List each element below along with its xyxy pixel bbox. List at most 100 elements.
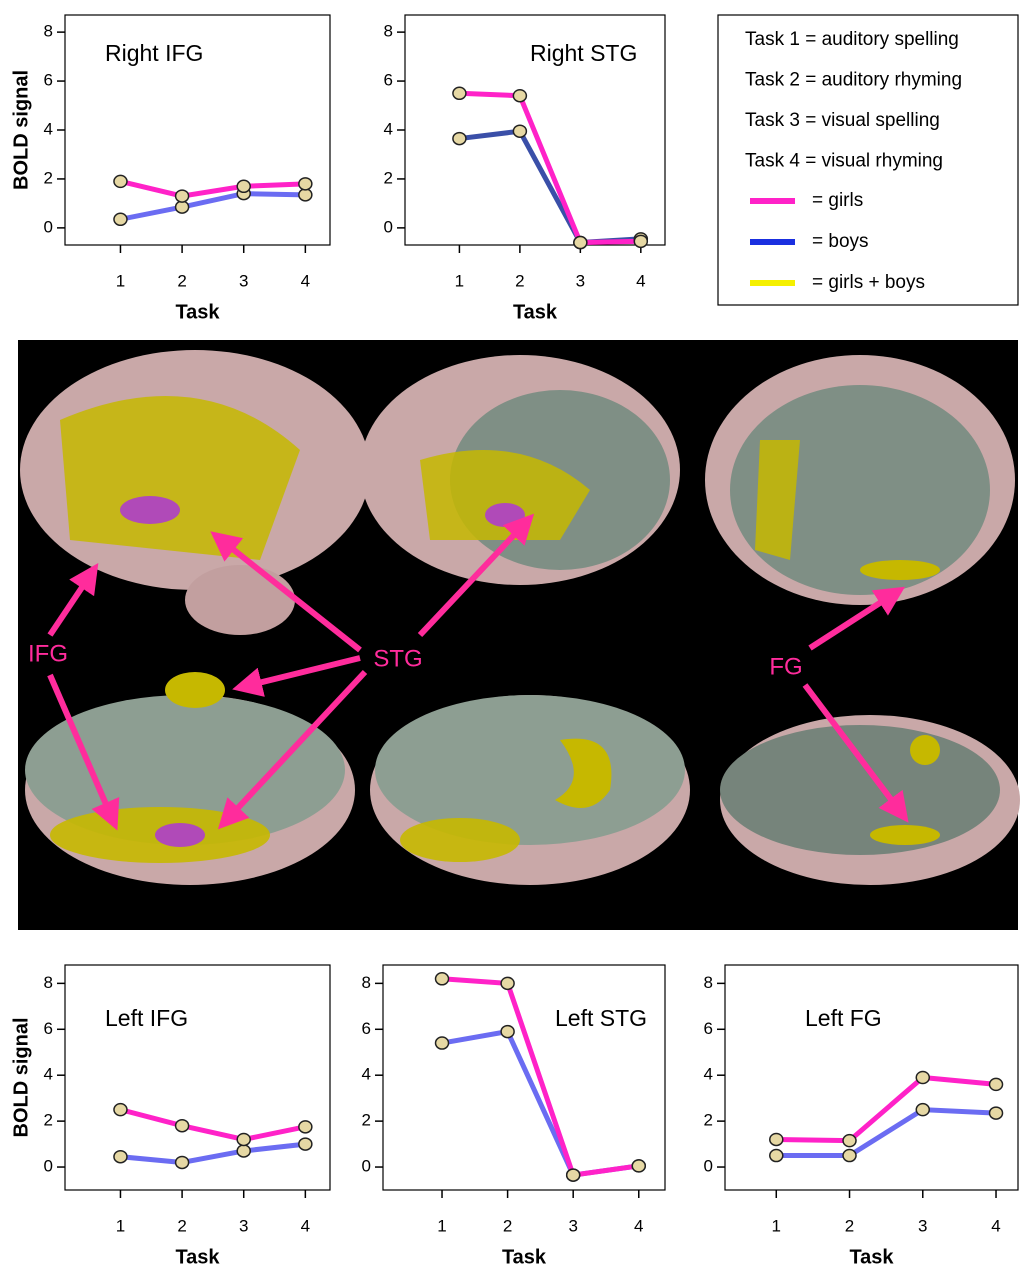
data-point <box>843 1150 856 1162</box>
x-tick-label: 4 <box>301 271 310 290</box>
x-tick-label: 3 <box>918 1216 927 1235</box>
y-tick-label: 8 <box>704 973 713 992</box>
y-tick-label: 8 <box>44 22 53 41</box>
chart-title: Left FG <box>805 1005 882 1031</box>
y-axis-label: BOLD signal <box>10 70 32 190</box>
brain-panel: IFG STG FG <box>18 340 1020 930</box>
y-tick-label: 8 <box>44 973 53 992</box>
data-point <box>299 178 312 190</box>
data-point <box>436 1037 449 1049</box>
data-point <box>176 190 189 202</box>
y-tick-label: 2 <box>44 168 53 187</box>
data-point <box>176 201 189 213</box>
brain-label: STG <box>373 645 422 672</box>
data-point <box>501 1026 514 1038</box>
x-tick-label: 1 <box>116 271 125 290</box>
y-tick-label: 0 <box>704 1157 713 1176</box>
data-point <box>916 1072 929 1084</box>
data-point <box>843 1135 856 1147</box>
x-tick-label: 1 <box>116 1216 125 1235</box>
x-tick-label: 1 <box>455 271 464 290</box>
chart-title: Left IFG <box>105 1005 188 1031</box>
data-point <box>632 1160 645 1172</box>
data-point <box>299 1138 312 1150</box>
legend-task: Task 1 = auditory spelling <box>745 29 959 50</box>
x-tick-label: 4 <box>636 271 645 290</box>
legend-label: = girls <box>812 190 863 211</box>
x-tick-label: 2 <box>845 1216 854 1235</box>
plot-frame <box>65 965 330 1190</box>
x-tick-label: 2 <box>177 1216 186 1235</box>
y-tick-label: 6 <box>704 1019 713 1038</box>
legend-task: Task 2 = auditory rhyming <box>745 70 962 91</box>
x-tick-label: 4 <box>634 1216 643 1235</box>
x-axis-label: Task <box>502 1246 547 1268</box>
x-tick-label: 1 <box>437 1216 446 1235</box>
data-point <box>513 125 526 137</box>
data-point <box>176 1156 189 1168</box>
legend-label: = girls + boys <box>812 272 925 293</box>
y-tick-label: 6 <box>384 71 393 90</box>
data-point <box>436 973 449 985</box>
data-point <box>770 1133 783 1145</box>
legend-label: = boys <box>812 231 869 252</box>
x-tick-label: 2 <box>177 271 186 290</box>
y-tick-label: 0 <box>44 217 53 236</box>
x-axis-label: Task <box>849 1246 894 1268</box>
brain-label: IFG <box>28 640 68 667</box>
data-point <box>990 1107 1003 1119</box>
plot-frame <box>383 965 665 1190</box>
x-tick-label: 3 <box>576 271 585 290</box>
y-tick-label: 0 <box>362 1157 371 1176</box>
y-tick-label: 6 <box>44 1019 53 1038</box>
data-point <box>114 213 127 225</box>
data-point <box>237 180 250 192</box>
data-point <box>237 1133 250 1145</box>
data-point <box>114 1151 127 1163</box>
x-tick-label: 4 <box>991 1216 1000 1235</box>
data-point <box>299 189 312 201</box>
plot-frame <box>725 965 1018 1190</box>
y-tick-label: 8 <box>384 22 393 41</box>
data-point <box>574 237 587 249</box>
data-point <box>299 1121 312 1133</box>
data-point <box>916 1104 929 1116</box>
x-tick-label: 3 <box>239 271 248 290</box>
legend-task: Task 4 = visual rhyming <box>745 151 943 172</box>
y-tick-label: 2 <box>362 1111 371 1130</box>
data-point <box>453 87 466 99</box>
y-tick-label: 6 <box>362 1019 371 1038</box>
y-tick-label: 8 <box>362 973 371 992</box>
y-tick-label: 0 <box>44 1157 53 1176</box>
y-tick-label: 2 <box>704 1111 713 1130</box>
x-tick-label: 3 <box>568 1216 577 1235</box>
y-tick-label: 2 <box>384 168 393 187</box>
y-tick-label: 4 <box>362 1065 371 1084</box>
x-tick-label: 4 <box>301 1216 310 1235</box>
x-axis-label: Task <box>513 301 558 323</box>
data-point <box>114 1104 127 1116</box>
y-tick-label: 2 <box>44 1111 53 1130</box>
data-point <box>114 175 127 187</box>
y-tick-label: 0 <box>384 217 393 236</box>
y-tick-label: 4 <box>44 119 53 138</box>
x-axis-label: Task <box>175 301 220 323</box>
x-tick-label: 3 <box>239 1216 248 1235</box>
x-tick-label: 2 <box>503 1216 512 1235</box>
figure: IFG STG FG Task 1 = auditory spelling Tas… <box>0 0 1021 1272</box>
legend-task: Task 3 = visual spelling <box>745 110 940 131</box>
x-tick-label: 2 <box>515 271 524 290</box>
data-point <box>634 235 647 247</box>
data-point <box>453 133 466 145</box>
x-tick-label: 1 <box>772 1216 781 1235</box>
chart-title: Right IFG <box>105 40 203 66</box>
y-tick-label: 4 <box>44 1065 53 1084</box>
y-tick-label: 4 <box>704 1065 713 1084</box>
data-point <box>990 1078 1003 1090</box>
y-axis-label: BOLD signal <box>10 1017 32 1137</box>
data-point <box>176 1120 189 1132</box>
chart-title: Left STG <box>555 1005 647 1031</box>
chart-title: Right STG <box>530 40 637 66</box>
data-point <box>567 1169 580 1181</box>
x-axis-label: Task <box>175 1246 220 1268</box>
